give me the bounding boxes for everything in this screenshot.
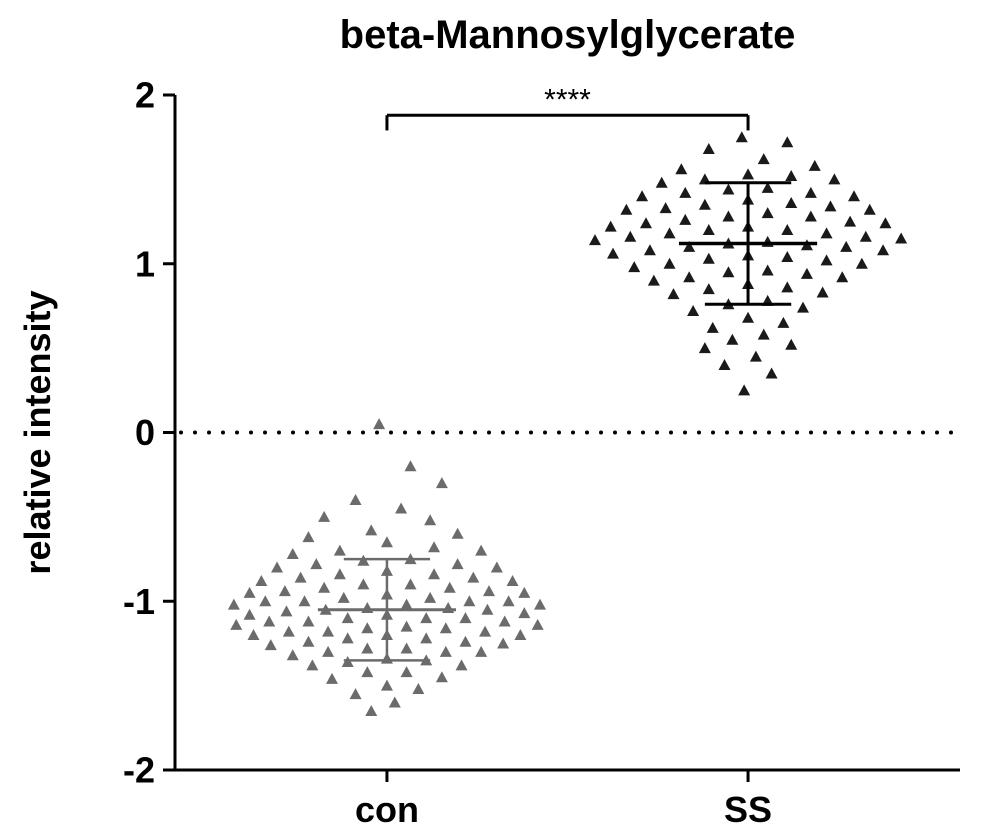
significance-label: **** — [544, 83, 591, 116]
chart-container: beta-Mannosylglycerate relative intensity… — [0, 0, 1000, 831]
chart-title: beta-Mannosylglycerate — [340, 13, 796, 57]
y-tick-label: 2 — [135, 75, 155, 116]
scatter-chart-svg: beta-Mannosylglycerate relative intensity… — [0, 0, 1000, 831]
x-category-label: con — [355, 789, 419, 830]
y-tick-label: -1 — [123, 581, 155, 622]
y-axis-label: relative intensity — [17, 290, 58, 574]
y-tick-label: 0 — [135, 412, 155, 453]
x-category-label: SS — [724, 789, 772, 830]
y-tick-label: 1 — [135, 243, 155, 284]
y-tick-label: -2 — [123, 750, 155, 791]
